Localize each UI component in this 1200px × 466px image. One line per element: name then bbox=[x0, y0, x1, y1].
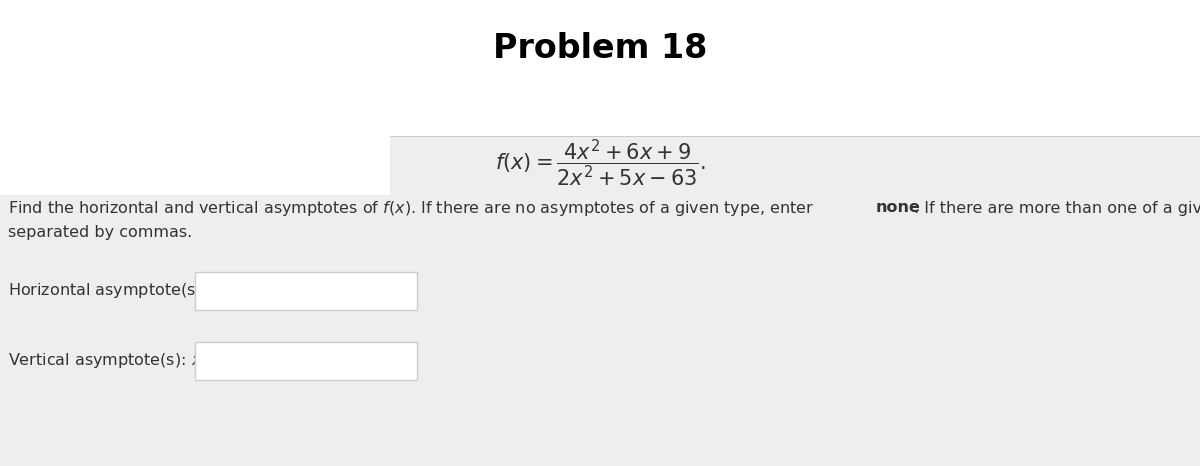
Bar bbox=[0, 195, 1200, 466]
FancyBboxPatch shape bbox=[194, 272, 418, 310]
Text: . If there are more than one of a given type, list them: . If there are more than one of a given … bbox=[914, 200, 1200, 215]
Text: Vertical asymptote(s): $x$ =: Vertical asymptote(s): $x$ = bbox=[8, 351, 220, 370]
Text: separated by commas.: separated by commas. bbox=[8, 225, 192, 240]
Text: none: none bbox=[876, 200, 920, 215]
FancyBboxPatch shape bbox=[194, 342, 418, 380]
Text: Problem 18: Problem 18 bbox=[493, 32, 707, 64]
Bar bbox=[390, 136, 1200, 195]
Text: $f(x) = \dfrac{4x^2 + 6x + 9}{2x^2 + 5x - 63}.$: $f(x) = \dfrac{4x^2 + 6x + 9}{2x^2 + 5x … bbox=[494, 137, 706, 189]
Text: Find the horizontal and vertical asymptotes of $f(x)$. If there are no asymptote: Find the horizontal and vertical asympto… bbox=[8, 199, 814, 218]
Text: Horizontal asymptote(s): $y$ =: Horizontal asymptote(s): $y$ = bbox=[8, 281, 240, 301]
